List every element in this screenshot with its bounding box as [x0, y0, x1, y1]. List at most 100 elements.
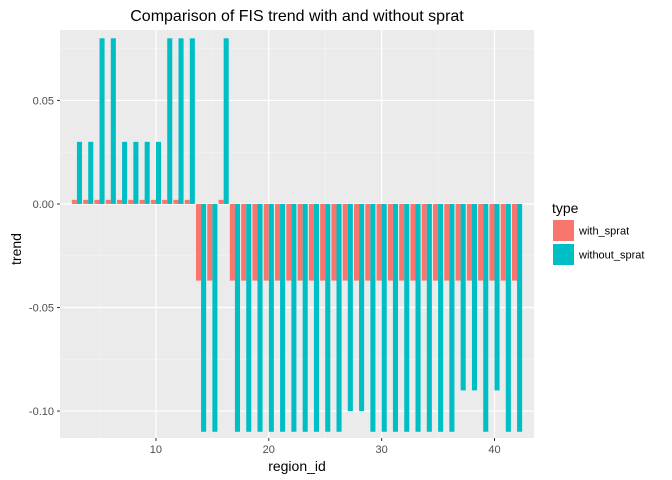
y-tick-label: 0.00	[33, 199, 54, 211]
bar-with-sprat-23	[297, 203, 303, 281]
y-tick-label: 0.05	[33, 95, 54, 107]
bar-without-sprat-17	[234, 203, 241, 432]
bar-with-sprat-35	[432, 203, 439, 281]
bar-with-sprat-13	[184, 199, 190, 204]
bar-with-sprat-27	[342, 203, 348, 281]
bar-with-sprat-11	[162, 199, 168, 204]
bar-with-sprat-33	[410, 203, 416, 281]
bar-without-sprat-9	[144, 141, 150, 204]
panel-background	[60, 30, 534, 438]
x-tick-label: 40	[488, 444, 500, 456]
bar-without-sprat-8	[133, 141, 139, 204]
bar-with-sprat-12	[173, 199, 179, 204]
bar-with-sprat-22	[286, 203, 292, 281]
x-axis-title: region_id	[268, 458, 326, 474]
legend-label-without-sprat: without_sprat	[578, 250, 644, 262]
bar-without-sprat-30	[381, 203, 387, 432]
bar-without-sprat-34	[426, 203, 432, 432]
bars	[71, 38, 523, 432]
bar-with-sprat-38	[466, 203, 472, 281]
bar-with-sprat-40	[489, 203, 495, 281]
bar-without-sprat-24	[313, 203, 320, 432]
bar-without-sprat-27	[347, 203, 353, 412]
bar-with-sprat-9	[139, 199, 145, 204]
bar-without-sprat-13	[189, 38, 195, 204]
bar-with-sprat-26	[331, 203, 337, 281]
y-axis: 0.05 0.00 -0.05 -0.10	[29, 95, 60, 418]
bar-with-sprat-4	[83, 199, 89, 204]
chart-title: Comparison of FIS trend with and without…	[130, 8, 464, 25]
bar-without-sprat-3	[76, 141, 83, 204]
bar-with-sprat-39	[478, 203, 484, 281]
bar-with-sprat-18	[241, 203, 247, 281]
bar-without-sprat-40	[494, 203, 500, 391]
bar-without-sprat-10	[155, 141, 162, 204]
y-axis-title: trend	[8, 233, 24, 265]
bar-without-sprat-18	[246, 203, 252, 432]
x-tick-label: 10	[150, 444, 162, 456]
bar-with-sprat-16	[218, 199, 224, 204]
legend-key-without-sprat	[553, 244, 574, 265]
bar-without-sprat-12	[178, 38, 184, 204]
bar-with-sprat-10	[150, 199, 156, 204]
bar-with-sprat-21	[274, 203, 281, 281]
bar-without-sprat-41	[505, 203, 511, 432]
bar-with-sprat-29	[365, 203, 371, 281]
bar-with-sprat-19	[252, 203, 258, 281]
legend-title: type	[552, 200, 579, 216]
bar-without-sprat-19	[257, 203, 263, 432]
bar-with-sprat-37	[455, 203, 461, 281]
bar-without-sprat-20	[268, 203, 274, 432]
bar-without-sprat-28	[359, 203, 365, 412]
bar-with-sprat-31	[387, 203, 393, 281]
bar-with-sprat-34	[421, 203, 427, 281]
bar-with-sprat-36	[444, 203, 450, 281]
bar-without-sprat-11	[167, 38, 173, 204]
bar-with-sprat-32	[399, 203, 405, 281]
y-tick-label: -0.10	[29, 406, 54, 418]
bar-with-sprat-20	[263, 203, 269, 281]
bar-with-sprat-24	[308, 203, 314, 281]
bar-without-sprat-42	[517, 203, 523, 432]
bar-with-sprat-42	[511, 203, 518, 281]
bar-without-sprat-5	[99, 38, 105, 204]
bar-with-sprat-3	[71, 199, 77, 204]
bar-with-sprat-30	[376, 203, 382, 281]
bar-without-sprat-15	[212, 203, 218, 432]
bar-with-sprat-6	[105, 199, 111, 204]
bar-without-sprat-32	[404, 203, 410, 432]
x-axis: 10 20 30 40	[150, 438, 501, 456]
bar-without-sprat-21	[280, 203, 286, 432]
bar-without-sprat-22	[291, 203, 297, 432]
x-tick-label: 30	[376, 444, 388, 456]
bar-without-sprat-35	[438, 203, 444, 432]
bar-with-sprat-8	[128, 199, 134, 204]
x-tick-label: 20	[263, 444, 275, 456]
legend-key-with-sprat	[553, 220, 574, 241]
bar-without-sprat-37	[460, 203, 466, 391]
bar-without-sprat-31	[392, 203, 399, 432]
bar-with-sprat-25	[320, 203, 326, 281]
bar-without-sprat-29	[370, 203, 376, 432]
bar-with-sprat-17	[229, 203, 235, 281]
bar-without-sprat-7	[122, 141, 128, 204]
y-tick-label: -0.05	[29, 303, 54, 315]
bar-without-sprat-38	[471, 203, 478, 391]
bar-without-sprat-36	[449, 203, 455, 432]
bar-with-sprat-41	[500, 203, 506, 281]
bar-with-sprat-15	[207, 203, 213, 281]
bar-without-sprat-16	[223, 38, 229, 204]
bar-with-sprat-5	[94, 199, 100, 204]
bar-without-sprat-26	[336, 203, 342, 432]
bar-without-sprat-6	[110, 38, 116, 204]
bar-without-sprat-14	[201, 203, 207, 432]
bar-without-sprat-23	[302, 203, 308, 432]
legend-label-with-sprat: with_sprat	[578, 226, 629, 238]
bar-without-sprat-4	[88, 141, 94, 204]
bar-with-sprat-7	[116, 199, 123, 204]
bar-with-sprat-14	[195, 203, 202, 281]
legend: type with_sprat without_sprat	[552, 200, 644, 265]
bar-without-sprat-25	[325, 203, 331, 432]
bar-without-sprat-39	[483, 203, 489, 432]
